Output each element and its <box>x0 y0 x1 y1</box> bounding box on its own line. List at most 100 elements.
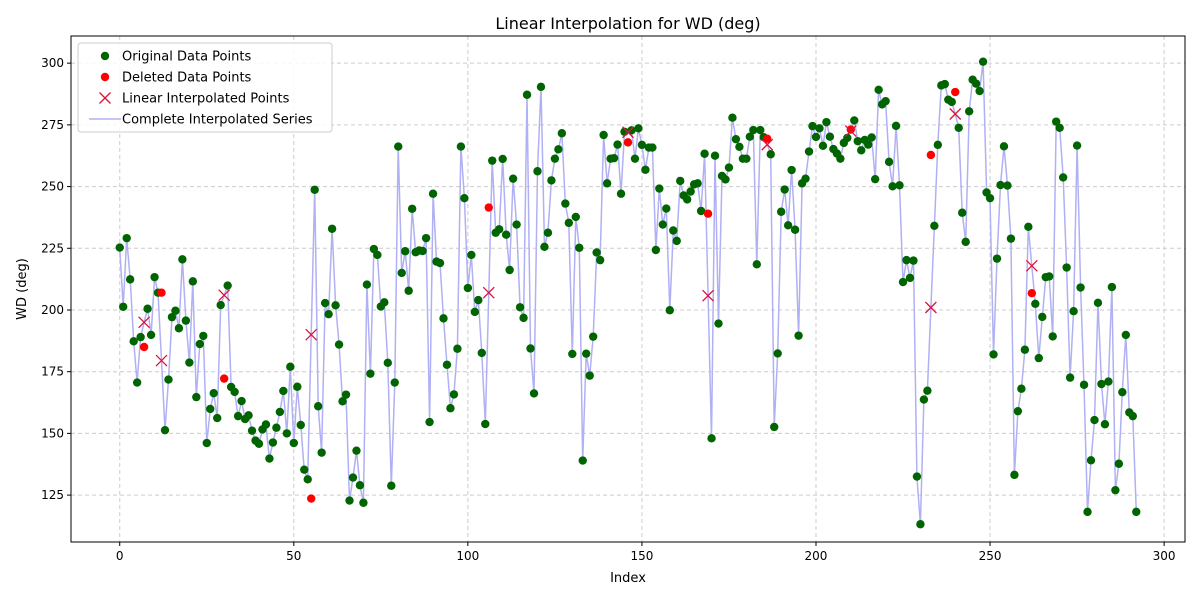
original-point <box>463 283 473 293</box>
original-point <box>387 481 396 490</box>
original-point <box>125 275 135 284</box>
deleted-point <box>846 125 855 134</box>
original-point <box>421 233 431 243</box>
original-point <box>439 314 448 323</box>
original-point <box>1097 379 1106 389</box>
original-point <box>822 117 831 127</box>
original-point <box>202 438 211 448</box>
deleted-point <box>703 209 713 218</box>
original-point <box>550 154 560 163</box>
interpolated-point <box>949 108 962 120</box>
original-point <box>536 82 546 92</box>
original-point <box>366 369 375 378</box>
original-point <box>293 382 302 391</box>
original-point <box>864 140 873 149</box>
original-point <box>390 378 399 387</box>
original-point <box>804 147 814 156</box>
deleted-point <box>157 288 166 297</box>
original-point <box>1083 507 1092 517</box>
interpolated-point <box>924 301 937 314</box>
legend-marker-deleted <box>100 72 110 82</box>
original-point <box>1121 330 1131 340</box>
original-point <box>627 126 636 135</box>
original-point <box>303 475 312 484</box>
deleted-point <box>763 134 772 143</box>
original-point <box>397 268 406 278</box>
original-point <box>300 465 309 474</box>
original-point <box>853 136 862 146</box>
original-point <box>261 420 271 429</box>
original-point <box>992 254 1002 263</box>
original-point <box>1051 117 1061 126</box>
original-point <box>477 348 486 358</box>
interpolated-point <box>155 354 168 367</box>
original-point <box>174 324 184 333</box>
original-point <box>425 417 434 427</box>
original-point <box>199 331 208 341</box>
original-point <box>1114 459 1124 468</box>
original-point <box>331 301 340 310</box>
original-point <box>355 481 365 490</box>
original-point <box>710 151 720 160</box>
original-point <box>428 189 438 198</box>
original-point <box>662 204 671 213</box>
original-point <box>783 221 793 230</box>
original-point <box>1013 406 1023 416</box>
legend-label: Deleted Data Points <box>122 71 252 86</box>
original-point <box>616 189 626 198</box>
original-point <box>1069 307 1078 316</box>
original-point <box>216 300 225 310</box>
original-point <box>752 260 762 269</box>
original-point <box>362 280 372 289</box>
original-point <box>1076 283 1085 292</box>
original-point <box>498 154 507 164</box>
original-point <box>870 174 880 184</box>
original-point <box>682 195 692 204</box>
original-point <box>373 250 382 260</box>
original-point <box>320 298 330 308</box>
deleted-point <box>951 87 960 97</box>
original-point <box>850 116 859 125</box>
original-point <box>359 498 368 507</box>
original-point <box>324 309 333 319</box>
original-point <box>1107 282 1117 292</box>
x-tick-label: 50 <box>286 549 301 563</box>
deleted-point <box>1027 288 1037 298</box>
interpolated-point <box>622 126 634 139</box>
original-point <box>575 243 584 252</box>
original-point <box>909 256 918 265</box>
original-point <box>407 204 417 213</box>
original-point <box>223 281 232 290</box>
original-point <box>947 97 956 107</box>
original-point <box>592 248 601 257</box>
original-point <box>494 225 504 234</box>
original-point <box>401 247 410 256</box>
original-point <box>651 245 661 255</box>
original-point <box>188 277 198 286</box>
original-point <box>1058 173 1068 182</box>
interpolated-point <box>218 289 231 302</box>
y-tick-label: 125 <box>41 488 64 502</box>
x-tick-label: 250 <box>979 549 1002 563</box>
original-point <box>442 360 452 369</box>
original-point <box>122 233 131 243</box>
original-point <box>272 423 281 432</box>
original-point <box>171 306 180 315</box>
original-point <box>136 332 145 342</box>
original-point <box>930 221 939 231</box>
original-point <box>519 313 528 323</box>
y-tick-label: 225 <box>41 241 64 255</box>
original-point <box>940 79 949 89</box>
original-point <box>790 225 800 234</box>
original-point <box>905 273 915 283</box>
original-point <box>1003 181 1012 190</box>
original-point <box>756 125 765 135</box>
original-point <box>609 153 619 163</box>
original-point <box>185 358 194 367</box>
original-point <box>958 208 967 217</box>
original-point <box>206 404 215 414</box>
original-point <box>658 220 668 229</box>
original-point <box>912 472 922 481</box>
original-point <box>533 167 542 176</box>
deleted-points <box>139 87 1037 503</box>
